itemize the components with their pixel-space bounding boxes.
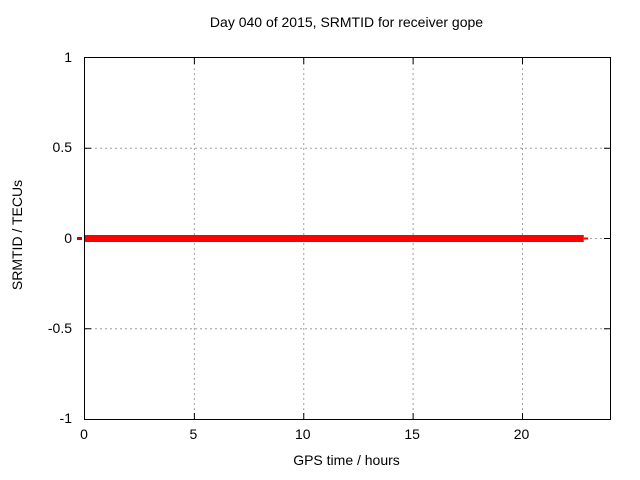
plot-area: [77, 57, 611, 420]
chart-title: Day 040 of 2015, SRMTID for receiver gop…: [209, 14, 484, 30]
y-tick-label: 0.5: [52, 139, 72, 156]
plot-canvas: [77, 58, 610, 419]
x-tick-label: 0: [80, 426, 88, 442]
data-line-left-cap: [77, 237, 82, 240]
x-axis-label: GPS time / hours: [293, 452, 400, 468]
y-tick-label: 1: [64, 49, 72, 65]
y-tick-label: -1: [59, 410, 72, 426]
x-tick-label: 10: [294, 426, 311, 442]
data-line: [85, 235, 584, 242]
y-axis-label-text: SRMTID / TECUs: [9, 179, 25, 291]
y-tick-label: 0: [64, 229, 72, 246]
data-line-tail: [583, 237, 589, 240]
x-tick-label: 5: [189, 426, 198, 442]
y-tick-label: -0.5: [47, 319, 72, 336]
x-tick-label: 15: [404, 426, 420, 442]
x-tick-label: 20: [513, 426, 530, 442]
